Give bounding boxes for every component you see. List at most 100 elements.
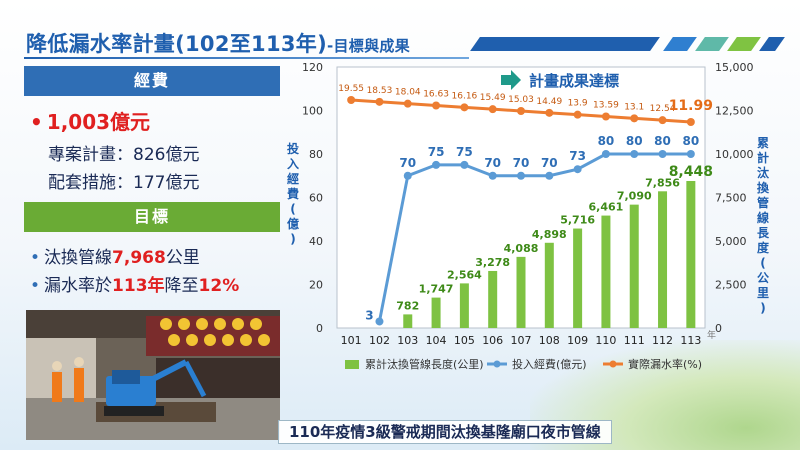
- page-subtitle: -目標與成果: [326, 37, 410, 55]
- x-tick-label: 112: [652, 334, 673, 347]
- investment-point: [573, 165, 582, 174]
- leak-rate-value-label: 13.1: [624, 102, 644, 112]
- x-tick-label: 111: [624, 334, 645, 347]
- x-unit-label: 年: [707, 329, 716, 341]
- x-tick-label: 106: [482, 334, 503, 347]
- left-axis-label-char: 入: [287, 157, 299, 171]
- bar-value-label: 782: [396, 299, 419, 312]
- investment-value-label: 70: [399, 156, 416, 170]
- investment-point: [403, 171, 412, 180]
- investment-point: [601, 150, 610, 158]
- title-underline: [24, 57, 469, 59]
- leak-rate-point: [432, 101, 441, 110]
- leak-rate-value-label: 18.53: [367, 86, 393, 96]
- left-tick-label: 100: [302, 105, 323, 118]
- investment-line: [377, 152, 691, 322]
- investment-value-label: 3: [365, 308, 373, 322]
- legend-label: 投入經費(億元): [512, 357, 587, 371]
- goal-pipe-replacement: • 汰換管線7,968公里: [30, 248, 200, 268]
- page-title: 降低漏水率計畫(102至113年)-目標與成果: [26, 32, 410, 56]
- right-axis-label-char: 管: [757, 195, 769, 210]
- legend-label: 實際漏水率(%): [628, 357, 702, 371]
- right-axis-label-char: 公: [757, 271, 769, 285]
- bar-pipe-length: [573, 228, 583, 328]
- investment-value-label: 75: [456, 145, 473, 159]
- investment-value-label: 70: [484, 156, 501, 170]
- investment-point: [432, 160, 441, 169]
- legend-marker-leak: [609, 360, 617, 368]
- leak-rate-point: [460, 103, 469, 112]
- leak-rate-value-label: 15.49: [480, 93, 506, 103]
- left-tick-label: 80: [309, 148, 323, 161]
- leak-rate-value-label: 16.63: [423, 90, 449, 100]
- investment-value-label: 80: [654, 134, 671, 148]
- investment-point: [517, 171, 525, 180]
- leak-rate-point: [347, 96, 356, 104]
- right-axis-label-char: 里: [757, 285, 769, 300]
- bar-value-label: 4,088: [504, 242, 539, 255]
- bar-value-label: 5,716: [560, 214, 595, 227]
- x-tick-label: 113: [680, 334, 701, 347]
- bar-pipe-length: [403, 314, 413, 328]
- x-tick-label: 107: [511, 334, 532, 347]
- budget-total: • 1,003億元: [30, 110, 151, 134]
- investment-value-label: 70: [541, 156, 558, 170]
- chart: 0 20 40 60 80 100 120 0 2,500 5,000 7,500 10,000 12,…: [287, 61, 770, 371]
- investment-value-label: 70: [513, 156, 530, 170]
- right-tick-label: 10,000: [715, 148, 754, 161]
- right-axis-label-char: 累: [757, 136, 769, 150]
- left-axis-label-char: 經: [287, 171, 299, 186]
- right-tick-label: 5,000: [715, 235, 747, 248]
- decor-bar: [470, 37, 660, 51]
- investment-point: [545, 171, 554, 180]
- annotation-arrow-icon: [501, 70, 521, 90]
- construction-photo: [26, 310, 280, 440]
- bar-pipe-length: [601, 215, 611, 328]
- x-tick-label: 110: [595, 334, 616, 347]
- budget-project-line: 專案計畫：826億元: [48, 145, 200, 165]
- right-tick-label: 15,000: [715, 61, 754, 74]
- bar-value-label: 7,090: [617, 190, 652, 203]
- bar-pipe-length: [516, 256, 526, 328]
- right-tick-label: 0: [715, 322, 722, 335]
- left-axis-label-char: 費: [287, 186, 299, 201]
- right-axis-label-char: (: [760, 256, 765, 270]
- leak-rate-point: [658, 116, 667, 125]
- leak-rate-value-label: 11.99: [669, 98, 713, 114]
- investment-value-label: 75: [428, 145, 445, 159]
- leak-rate-value-label: 19.55: [338, 84, 364, 94]
- legend-label: 累計汰換管線長度(公里): [365, 357, 484, 371]
- right-axis-label-char: 長: [757, 225, 770, 240]
- x-tick-label: 103: [397, 334, 418, 347]
- budget-support-line: 配套措施：177億元: [48, 173, 200, 193]
- x-tick-label: 109: [567, 334, 588, 347]
- bar-value-label: 4,898: [532, 228, 567, 241]
- leak-rate-point: [686, 118, 695, 126]
- left-axis-label-char: ): [290, 232, 295, 246]
- investment-point: [375, 317, 384, 326]
- right-axis-label-char: 計: [757, 150, 769, 165]
- leak-rate-value-label: 12.54: [650, 104, 676, 114]
- leak-rate-point: [573, 110, 582, 119]
- decor-square: [759, 37, 785, 51]
- decor-square: [695, 37, 729, 51]
- investment-point: [658, 150, 667, 158]
- bar-pipe-length: [544, 242, 554, 328]
- right-axis-label-char: 汰: [757, 165, 770, 180]
- x-tick-label: 105: [454, 334, 475, 347]
- bar-pipe-length: [629, 204, 639, 328]
- bar-value-label: 1,747: [419, 283, 454, 296]
- investment-value-label: 80: [682, 134, 699, 148]
- leak-rate-point: [545, 108, 554, 117]
- left-axis-label-char: 億: [287, 216, 299, 231]
- right-tick-label: 12,500: [715, 105, 754, 118]
- leak-rate-point: [630, 114, 639, 123]
- bar-pipe-length: [459, 283, 469, 328]
- bar-pipe-length: [488, 270, 498, 328]
- bar-value-label: 3,278: [475, 256, 510, 269]
- goal-leak-rate: • 漏水率於113年降至12%: [30, 276, 240, 296]
- budget-header: 經費: [24, 66, 280, 96]
- photo-caption: 110年疫情3級警戒期間汰換基隆廟口夜市管線: [278, 420, 612, 444]
- annotation-text: 計畫成果達標: [529, 72, 619, 90]
- leak-rate-value-label: 13.59: [593, 101, 619, 111]
